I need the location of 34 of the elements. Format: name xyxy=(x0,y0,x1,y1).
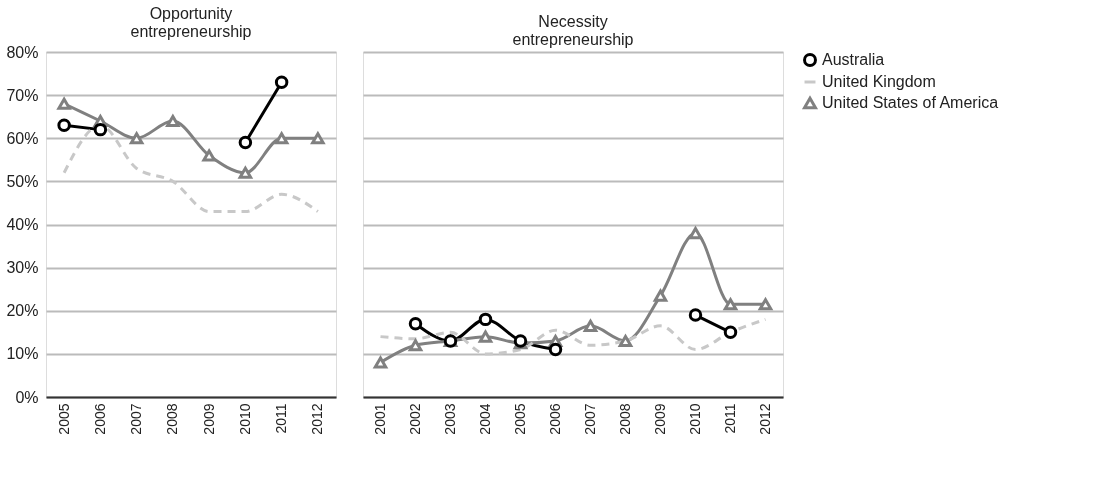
x-tick-label: 2002 xyxy=(407,403,423,435)
x-tick-label: 2007 xyxy=(128,403,145,435)
x-tick-label: 2007 xyxy=(582,403,598,435)
x-tick-label: 2011 xyxy=(273,403,290,434)
x-tick-label: 2006 xyxy=(547,403,563,435)
x-tick-label: 2001 xyxy=(372,403,388,435)
x-tick-label: 2009 xyxy=(652,403,668,435)
legend-label: United Kingdom xyxy=(822,73,936,90)
x-tick-label: 2008 xyxy=(617,403,633,435)
x-tick-label: 2005 xyxy=(512,403,528,435)
legend-label: United States of America xyxy=(822,94,999,111)
y-tick-label: 50% xyxy=(6,172,39,190)
y-tick-label: 30% xyxy=(6,259,39,277)
y-tick-label: 80% xyxy=(6,43,39,61)
y-tick-label: 40% xyxy=(6,216,39,233)
chart-title: Necessity entrepreneurship xyxy=(512,13,634,48)
x-tick-label: 2012 xyxy=(757,403,773,435)
x-tick-label: 2010 xyxy=(236,403,253,435)
y-tick-label: 0% xyxy=(15,388,39,406)
x-tick-label: 2012 xyxy=(309,403,326,435)
y-tick-label: 20% xyxy=(6,302,39,320)
x-tick-label: 2011 xyxy=(722,403,738,434)
chart-title: Opportunity entrepreneurship xyxy=(130,5,252,40)
x-tick-label: 2005 xyxy=(55,403,72,435)
x-tick-label: 2004 xyxy=(477,403,493,435)
x-tick-label: 2006 xyxy=(91,403,108,435)
y-tick-label: 70% xyxy=(6,86,39,104)
legend-label: Australia xyxy=(822,51,885,68)
x-tick-label: 2003 xyxy=(442,403,458,435)
y-tick-label: 10% xyxy=(6,345,39,363)
x-tick-label: 2010 xyxy=(687,403,703,435)
y-tick-label: 60% xyxy=(6,129,39,147)
x-tick-label: 2009 xyxy=(200,403,217,435)
x-tick-label: 2008 xyxy=(164,403,181,435)
